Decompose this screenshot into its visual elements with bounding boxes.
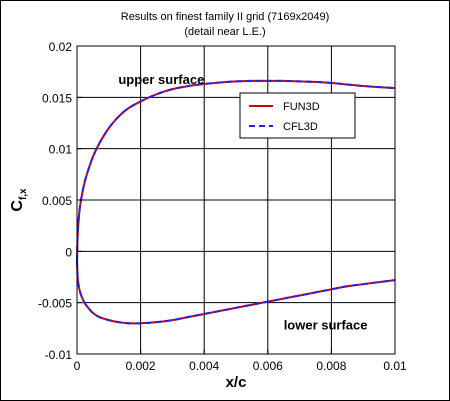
svg-text:Cf,x: Cf,x <box>9 188 29 212</box>
legend-label-cfl3d: CFL3D <box>283 121 318 133</box>
x-tick-label: 0.008 <box>316 359 346 373</box>
y-axis-label-subscript: f,x <box>18 188 29 200</box>
series-cfl3d-lower-line <box>77 262 395 324</box>
x-tick-label: 0.002 <box>126 359 156 373</box>
x-tick-label: 0.004 <box>189 359 219 373</box>
y-tick-label: 0.02 <box>49 40 73 54</box>
series-fun3d-lower-line <box>77 262 395 324</box>
lower-surface-label: lower surface <box>284 317 368 332</box>
y-axis-label: C <box>9 200 26 212</box>
legend: FUN3D CFL3D <box>240 93 355 138</box>
y-tick-label: 0.015 <box>42 91 72 105</box>
upper-surface-label: upper surface <box>118 72 204 87</box>
y-tick-label: 0.01 <box>49 143 73 157</box>
x-axis-label: x/c <box>226 374 247 391</box>
y-tick-label: 0.005 <box>42 194 72 208</box>
x-tick-label: 0.01 <box>383 359 407 373</box>
y-axis-label-group: Cf,x <box>9 188 29 212</box>
y-tick-label: -0.005 <box>38 297 72 311</box>
x-tick-label: 0.006 <box>253 359 283 373</box>
y-tick-label: -0.01 <box>45 348 73 362</box>
legend-label-fun3d: FUN3D <box>283 101 320 113</box>
x-tick-label: 0 <box>74 359 81 373</box>
y-tick-label: 0 <box>65 245 72 259</box>
